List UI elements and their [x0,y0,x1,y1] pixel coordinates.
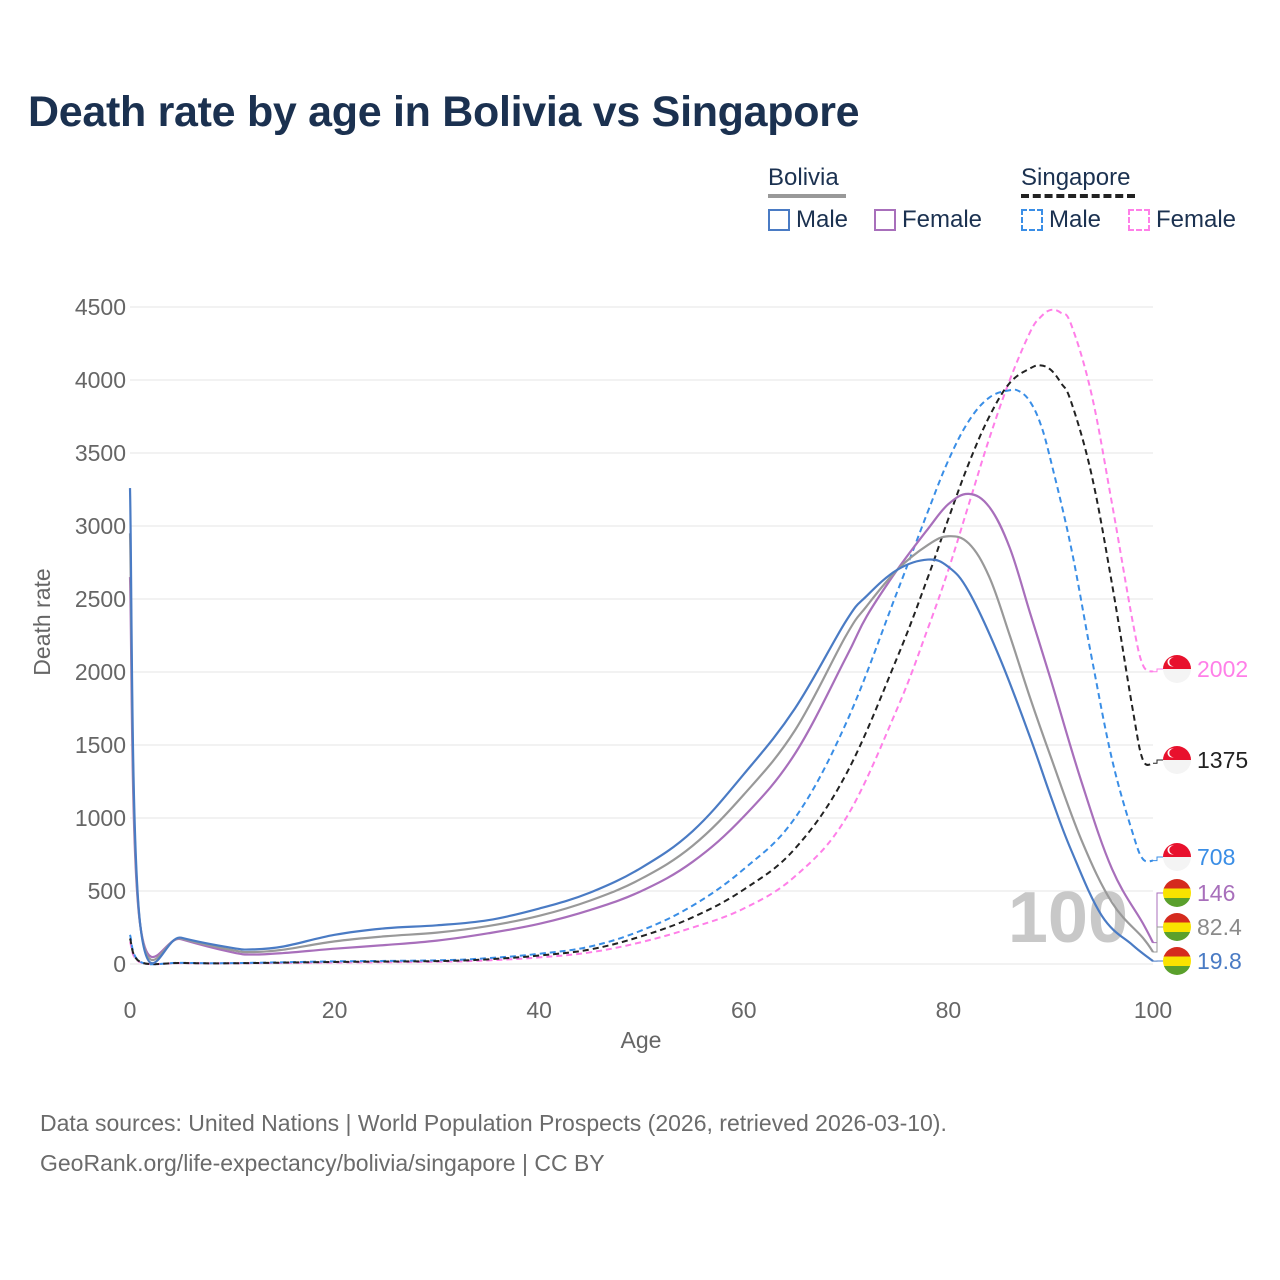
y-axis-label: Death rate [29,568,55,675]
footer-source: Data sources: United Nations | World Pop… [40,1110,947,1136]
y-tick-label: 0 [113,951,126,977]
series-line-bolivia-male[interactable] [128,488,1154,965]
legend-line-bolivia [768,194,846,198]
y-tick-label: 2000 [75,659,126,685]
end-label-leader [1153,892,1163,944]
y-tick-label: 500 [88,878,126,904]
legend-group-singapore[interactable]: Singapore [1021,164,1135,198]
legend-item-label: Female [1156,206,1237,233]
end-label-value: 1375 [1197,747,1248,773]
legend-item-singapore-male[interactable]: Male [1021,206,1101,234]
x-tick-label: 60 [731,997,757,1023]
y-axis-ticks: 0 500 1000 1500 2000 2500 3000 3500 4000 4500 [75,294,126,977]
x-tick-label: 0 [124,997,137,1023]
singapore-flag-icon [1163,746,1191,774]
series-line-singapore-female[interactable] [129,308,1154,966]
x-tick-label: 100 [1134,997,1172,1023]
series-line-singapore-male[interactable] [129,388,1154,966]
end-label-value: 19.8 [1197,948,1242,974]
x-tick-label: 40 [526,997,552,1023]
end-label-leader [1153,926,1163,953]
legend-group-label: Singapore [1021,164,1131,191]
legend-item-label: Male [1049,206,1102,233]
legend-item-bolivia-male[interactable]: Male [768,206,848,234]
legend-swatch [1128,209,1150,231]
y-tick-label: 4500 [75,294,126,320]
end-label-value: 2002 [1197,656,1248,682]
end-label-leader [1153,668,1163,673]
watermark-year: 100 [1008,878,1128,958]
end-labels: 2002 1375 708 146 82.4 19.8 [1153,655,1248,975]
x-axis-label: Age [621,1027,662,1053]
grid-lines [130,306,1153,965]
end-label-leader [1153,759,1163,764]
singapore-flag-icon [1163,843,1191,871]
chart-title: Death rate by age in Bolivia vs Singapor… [28,88,860,136]
y-tick-label: 3000 [75,513,126,539]
legend-item-bolivia-female[interactable]: Female [874,206,982,234]
y-tick-label: 2500 [75,586,126,612]
legend-line-singapore [1021,194,1135,198]
legend-swatch [874,209,896,231]
x-axis-ticks: 0 20 40 60 80 100 [124,997,1173,1023]
series-lines [128,308,1154,966]
bolivia-flag-icon [1163,947,1191,975]
end-label-value: 146 [1197,880,1235,906]
legend-group-bolivia[interactable]: Bolivia [768,164,846,198]
singapore-flag-icon [1163,655,1191,683]
end-label-value: 82.4 [1197,914,1242,940]
legend-item-singapore-female[interactable]: Female [1128,206,1236,234]
bolivia-flag-icon [1163,879,1191,907]
bolivia-flag-icon [1163,913,1191,941]
series-line-singapore-total[interactable] [129,364,1154,966]
legend-item-label: Female [902,206,983,233]
end-label-leader [1153,856,1163,862]
footer-link[interactable]: GeoRank.org/life-expectancy/bolivia/sing… [40,1150,605,1176]
y-tick-label: 3500 [75,440,126,466]
x-tick-label: 20 [322,997,348,1023]
series-line-bolivia-total[interactable] [128,533,1154,962]
legend-item-label: Male [796,206,849,233]
legend-swatch [768,209,790,231]
y-tick-label: 1500 [75,732,126,758]
end-label-value: 708 [1197,844,1235,870]
series-line-bolivia-female[interactable] [128,492,1154,958]
y-tick-label: 1000 [75,805,126,831]
x-tick-label: 80 [936,997,962,1023]
legend-group-label: Bolivia [768,164,839,191]
y-tick-label: 4000 [75,367,126,393]
legend-swatch [1021,209,1043,231]
